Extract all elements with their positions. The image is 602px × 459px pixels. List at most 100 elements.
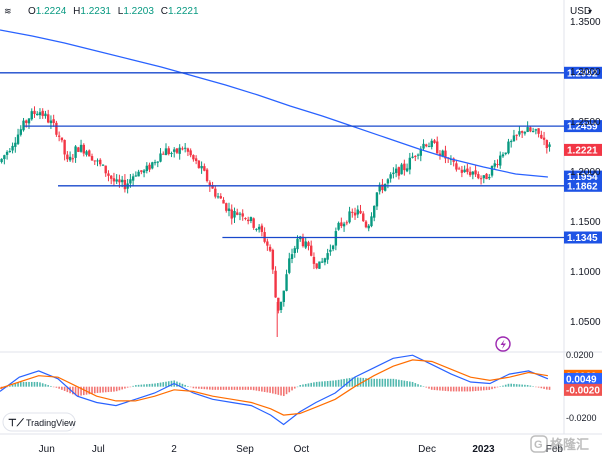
candle[interactable] xyxy=(534,128,538,135)
candle[interactable] xyxy=(471,171,475,180)
candle[interactable] xyxy=(5,150,9,160)
candle[interactable] xyxy=(331,244,335,252)
candle[interactable] xyxy=(203,163,206,172)
candle[interactable] xyxy=(57,131,61,142)
candle[interactable] xyxy=(268,244,272,253)
candle[interactable] xyxy=(60,137,64,143)
candle[interactable] xyxy=(33,106,36,118)
candle[interactable] xyxy=(320,257,324,264)
candle[interactable] xyxy=(493,160,496,170)
candle[interactable] xyxy=(175,147,179,155)
candle[interactable] xyxy=(162,151,165,155)
level-price-tag[interactable]: 1.1345 xyxy=(564,231,602,245)
candle[interactable] xyxy=(504,152,507,156)
candle[interactable] xyxy=(279,301,283,313)
candle[interactable] xyxy=(457,166,461,170)
candle[interactable] xyxy=(307,240,310,251)
candle[interactable] xyxy=(455,159,458,172)
candle[interactable] xyxy=(41,108,44,119)
candle[interactable] xyxy=(340,217,343,229)
candle[interactable] xyxy=(8,147,12,153)
candle[interactable] xyxy=(71,154,75,163)
candle[interactable] xyxy=(452,157,455,167)
candle[interactable] xyxy=(93,160,96,165)
candle[interactable] xyxy=(227,202,231,217)
candle[interactable] xyxy=(85,149,88,157)
candle[interactable] xyxy=(140,170,143,175)
candle[interactable] xyxy=(151,161,154,170)
candle[interactable] xyxy=(66,151,69,163)
candle[interactable] xyxy=(137,169,140,177)
candle[interactable] xyxy=(375,192,379,211)
candle[interactable] xyxy=(293,245,296,258)
candle[interactable] xyxy=(523,130,527,136)
candle[interactable] xyxy=(370,212,373,228)
candle[interactable] xyxy=(238,211,242,221)
candle[interactable] xyxy=(49,115,53,129)
candle[interactable] xyxy=(260,223,264,237)
currency-dropdown-icon[interactable]: ▾ xyxy=(588,7,592,16)
candle[interactable] xyxy=(389,172,392,183)
candle[interactable] xyxy=(219,193,222,199)
candle[interactable] xyxy=(490,165,494,178)
candle[interactable] xyxy=(225,202,228,213)
candle[interactable] xyxy=(194,155,198,165)
candle[interactable] xyxy=(422,139,425,151)
candle[interactable] xyxy=(257,224,261,233)
lightning-icon[interactable] xyxy=(495,336,511,352)
candle[interactable] xyxy=(22,117,25,132)
candle[interactable] xyxy=(342,221,346,232)
candle[interactable] xyxy=(145,162,149,174)
candle[interactable] xyxy=(392,167,395,179)
candle[interactable] xyxy=(82,143,86,157)
candle[interactable] xyxy=(318,261,321,269)
candle[interactable] xyxy=(156,161,159,168)
candle[interactable] xyxy=(52,114,55,127)
candle[interactable] xyxy=(501,152,505,158)
candle[interactable] xyxy=(353,207,357,220)
chart-menu-icon[interactable]: ≋ xyxy=(4,6,12,16)
candle[interactable] xyxy=(515,134,518,141)
candle[interactable] xyxy=(90,153,94,161)
candle[interactable] xyxy=(348,206,351,224)
candle[interactable] xyxy=(545,139,549,154)
candle[interactable] xyxy=(178,144,181,160)
candle[interactable] xyxy=(496,159,499,168)
candle[interactable] xyxy=(425,143,428,148)
candle[interactable] xyxy=(3,154,6,165)
candle[interactable] xyxy=(197,160,201,169)
candle[interactable] xyxy=(222,197,225,204)
candle[interactable] xyxy=(101,164,105,166)
candle[interactable] xyxy=(356,205,359,219)
candle[interactable] xyxy=(44,110,47,119)
candle[interactable] xyxy=(408,152,412,175)
candle[interactable] xyxy=(337,221,340,231)
candle[interactable] xyxy=(394,164,398,178)
moving-average-line[interactable] xyxy=(0,29,548,178)
candle[interactable] xyxy=(36,111,39,116)
candle[interactable] xyxy=(430,138,433,150)
candle[interactable] xyxy=(334,227,338,251)
candle[interactable] xyxy=(186,147,190,157)
candle[interactable] xyxy=(107,170,110,182)
candle[interactable] xyxy=(192,154,195,162)
candle[interactable] xyxy=(488,174,491,180)
candle[interactable] xyxy=(542,131,546,146)
candle[interactable] xyxy=(309,240,313,257)
candle[interactable] xyxy=(200,161,203,174)
candle[interactable] xyxy=(444,145,447,164)
candle[interactable] xyxy=(479,175,483,185)
candle[interactable] xyxy=(252,217,255,230)
candle[interactable] xyxy=(241,209,244,221)
current-price-tag[interactable]: 1.2221 xyxy=(564,143,602,157)
candle[interactable] xyxy=(236,208,239,216)
candle[interactable] xyxy=(403,159,406,176)
signal-line[interactable] xyxy=(0,359,548,416)
candle[interactable] xyxy=(189,148,192,158)
candle[interactable] xyxy=(266,238,269,251)
candle[interactable] xyxy=(11,142,14,154)
candle[interactable] xyxy=(131,173,135,187)
candle[interactable] xyxy=(74,145,77,163)
candle[interactable] xyxy=(427,142,431,148)
candle[interactable] xyxy=(249,216,253,224)
